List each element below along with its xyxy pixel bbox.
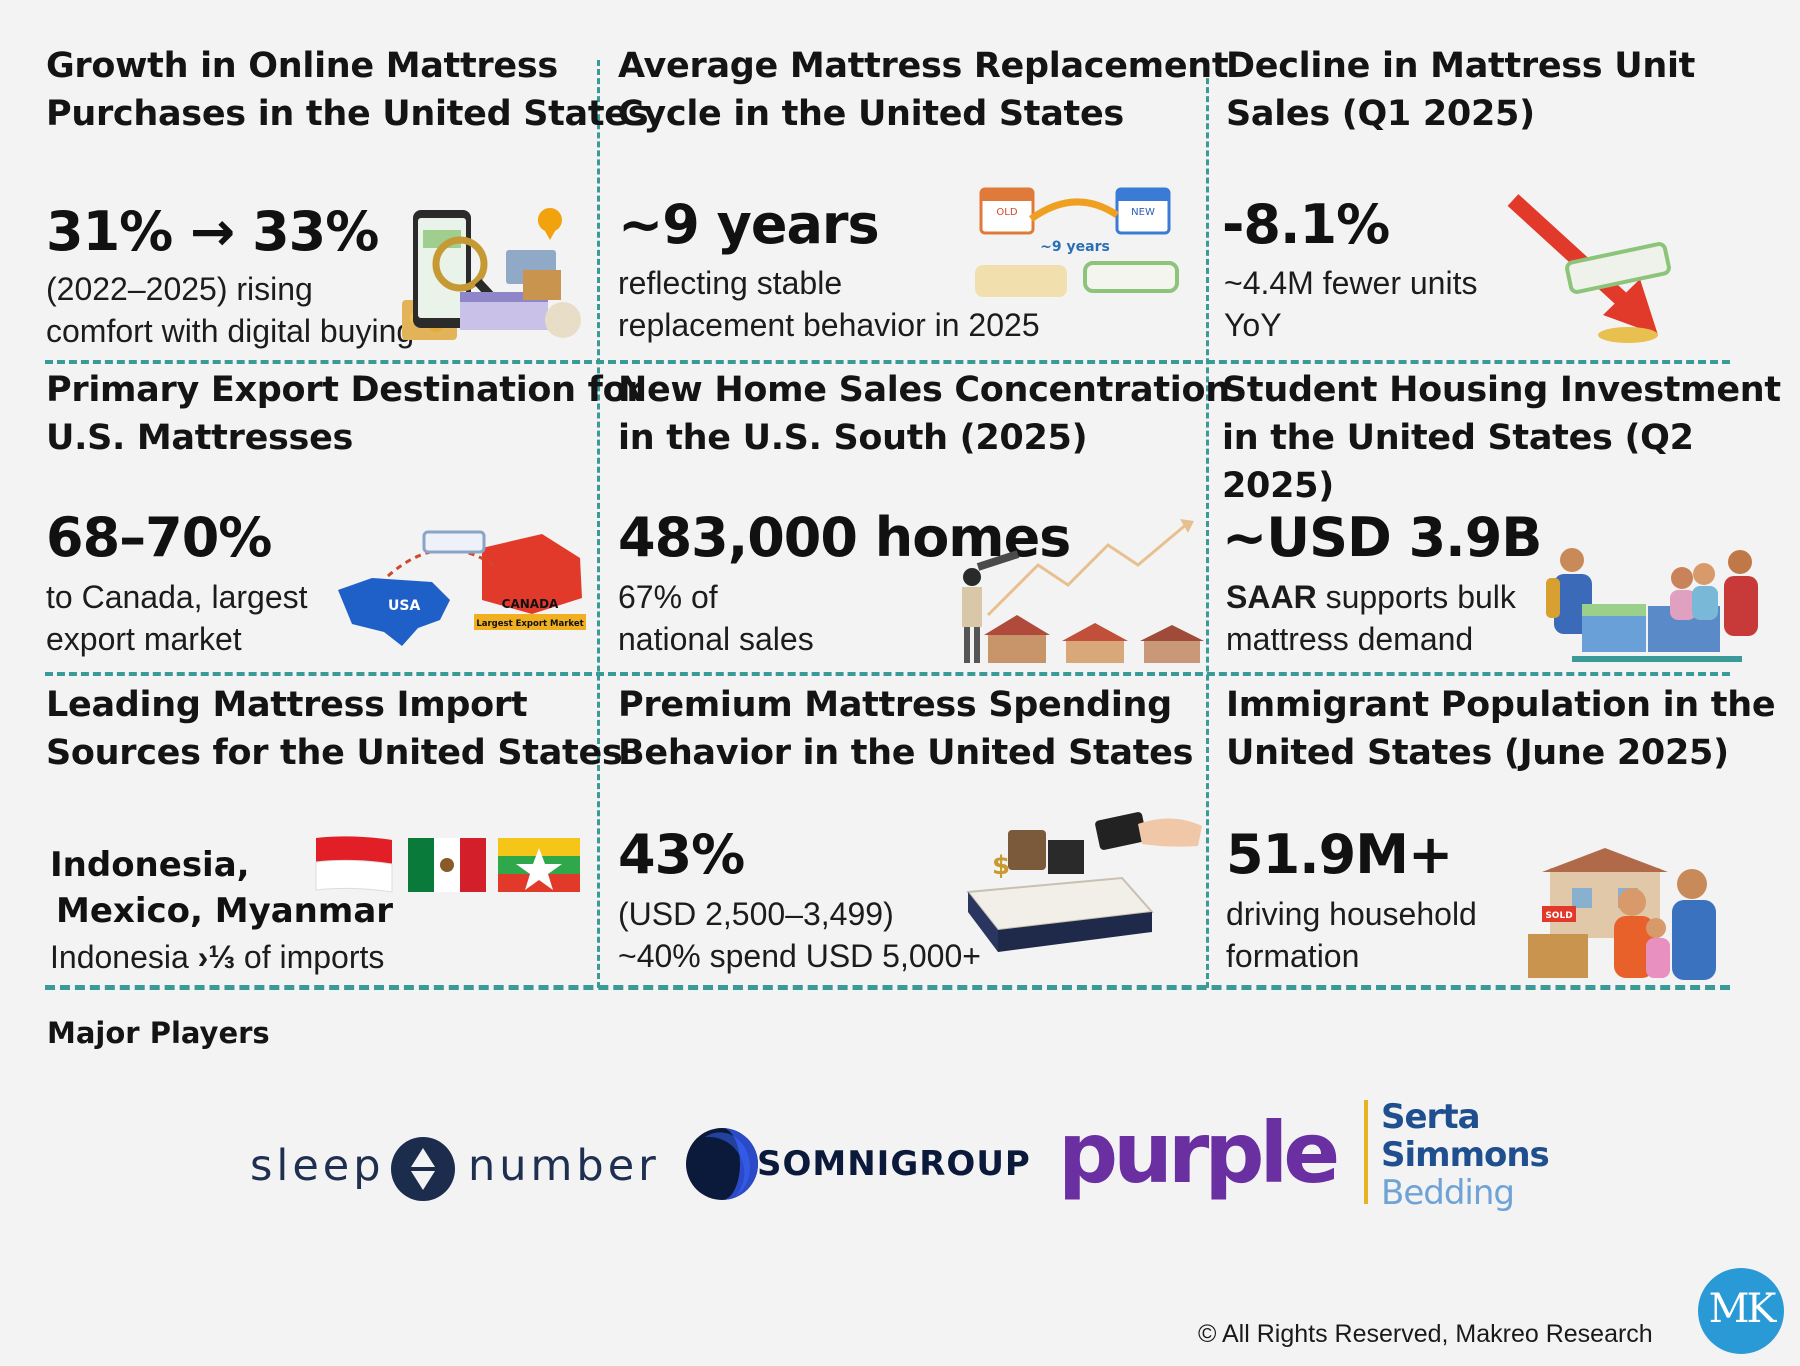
svg-text:USA: USA (388, 598, 420, 614)
card-title: Decline in Mattress Unit Sales (Q1 2025) (1226, 46, 1696, 134)
divider-h1 (45, 360, 1730, 364)
online-shopping-icon (402, 208, 581, 340)
serta-line-3: Bedding (1381, 1173, 1515, 1213)
card-title: Premium Mattress Spending Behavior in th… (618, 685, 1194, 773)
somnigroup-mark-icon (686, 1128, 758, 1200)
flags-icon (315, 836, 580, 893)
card-title: Primary Export Destination for U.S. Matt… (46, 370, 644, 458)
home-growth-icon (962, 519, 1204, 663)
card-subtext: Indonesia ›⅓ of imports (50, 939, 385, 975)
sleep-number-right: number (468, 1141, 660, 1191)
card-title: Average Mattress Replacement Cycle in th… (618, 46, 1229, 134)
copyright-text: © All Rights Reserved, Makreo Research (1198, 1320, 1653, 1348)
card-subtext: (USD 2,500–3,499) ~40% spend USD 5,000+ (618, 896, 981, 974)
serta-line-1: Serta (1381, 1097, 1481, 1137)
myanmar-flag-icon (498, 838, 580, 892)
card-title: Student Housing Investment in the United… (1222, 370, 1781, 506)
svg-text:Largest Export Market: Largest Export Market (476, 619, 583, 629)
svg-text:NEW: NEW (1131, 207, 1155, 218)
purple-logo[interactable]: purple (1058, 1104, 1340, 1202)
card-subtext: SAAR supports bulk mattress demand (1226, 579, 1516, 657)
card-subtext: to Canada, largest export market (46, 579, 308, 657)
card-subtext: ~4.4M fewer units YoY (1224, 265, 1478, 343)
svg-text:CANADA: CANADA (502, 597, 559, 611)
declining-arrow-icon (1507, 194, 1671, 343)
serta-accent-bar (1364, 1100, 1368, 1204)
card-title: New Home Sales Concentration in the U.S.… (618, 370, 1230, 458)
card-value: Indonesia, Mexico, Myanmar (50, 845, 394, 931)
students-icon (1546, 548, 1758, 662)
makreo-logo-text: MK (1708, 1286, 1777, 1332)
card-value: -8.1% (1222, 193, 1390, 256)
card-title: Growth in Online Mattress Purchases in t… (46, 46, 649, 134)
divider-v2 (1206, 60, 1209, 988)
serta-simmons-logo[interactable]: Serta Simmons Bedding (1364, 1097, 1554, 1212)
card-value: 68–70% (46, 506, 272, 569)
svg-text:$: $ (992, 851, 1010, 881)
card-subtext: (2022–2025) rising comfort with digital … (46, 271, 415, 349)
mexico-flag-icon (408, 838, 486, 892)
family-home-icon: SOLD (1528, 848, 1716, 980)
card-value: 31% → 33% (46, 200, 379, 263)
sleep-number-left: sleep (250, 1141, 385, 1191)
card-value: 43% (618, 823, 745, 886)
somnigroup-wordmark: SOMNIGROUP (757, 1144, 1031, 1184)
svg-text:~9 years: ~9 years (1040, 239, 1110, 255)
card-title: Immigrant Population in the United State… (1226, 685, 1776, 773)
makreo-logo[interactable]: MK (1698, 1268, 1784, 1354)
svg-text:SOLD: SOLD (1545, 911, 1572, 921)
svg-text:OLD: OLD (996, 207, 1017, 218)
card-value: 51.9M+ (1226, 823, 1453, 886)
export-map-icon: USA CANADA Largest Export Market (338, 530, 586, 646)
sleep-number-mark-icon (391, 1137, 455, 1201)
sleep-number-logo[interactable]: sleep number (250, 1134, 656, 1204)
card-subtext: 67% of national sales (618, 579, 814, 657)
card-value: ~9 years (618, 193, 880, 256)
indonesia-flag-icon (315, 836, 393, 893)
card-subtext: reflecting stable replacement behavior i… (618, 265, 1040, 343)
card-title: Leading Mattress Import Sources for the … (46, 685, 623, 773)
players-heading: Major Players (47, 1016, 270, 1050)
divider-h3 (45, 985, 1730, 990)
divider-h2 (45, 672, 1730, 676)
premium-mattress-icon: $ (966, 812, 1202, 952)
card-value: ~USD 3.9B (1222, 506, 1542, 569)
serta-line-2: Simmons (1381, 1135, 1550, 1175)
replacement-cycle-icon: OLD NEW ~9 years (975, 187, 1179, 297)
card-subtext: driving household formation (1226, 896, 1477, 974)
divider-v1 (597, 60, 600, 988)
somnigroup-logo[interactable]: SOMNIGROUP (685, 1124, 1030, 1204)
